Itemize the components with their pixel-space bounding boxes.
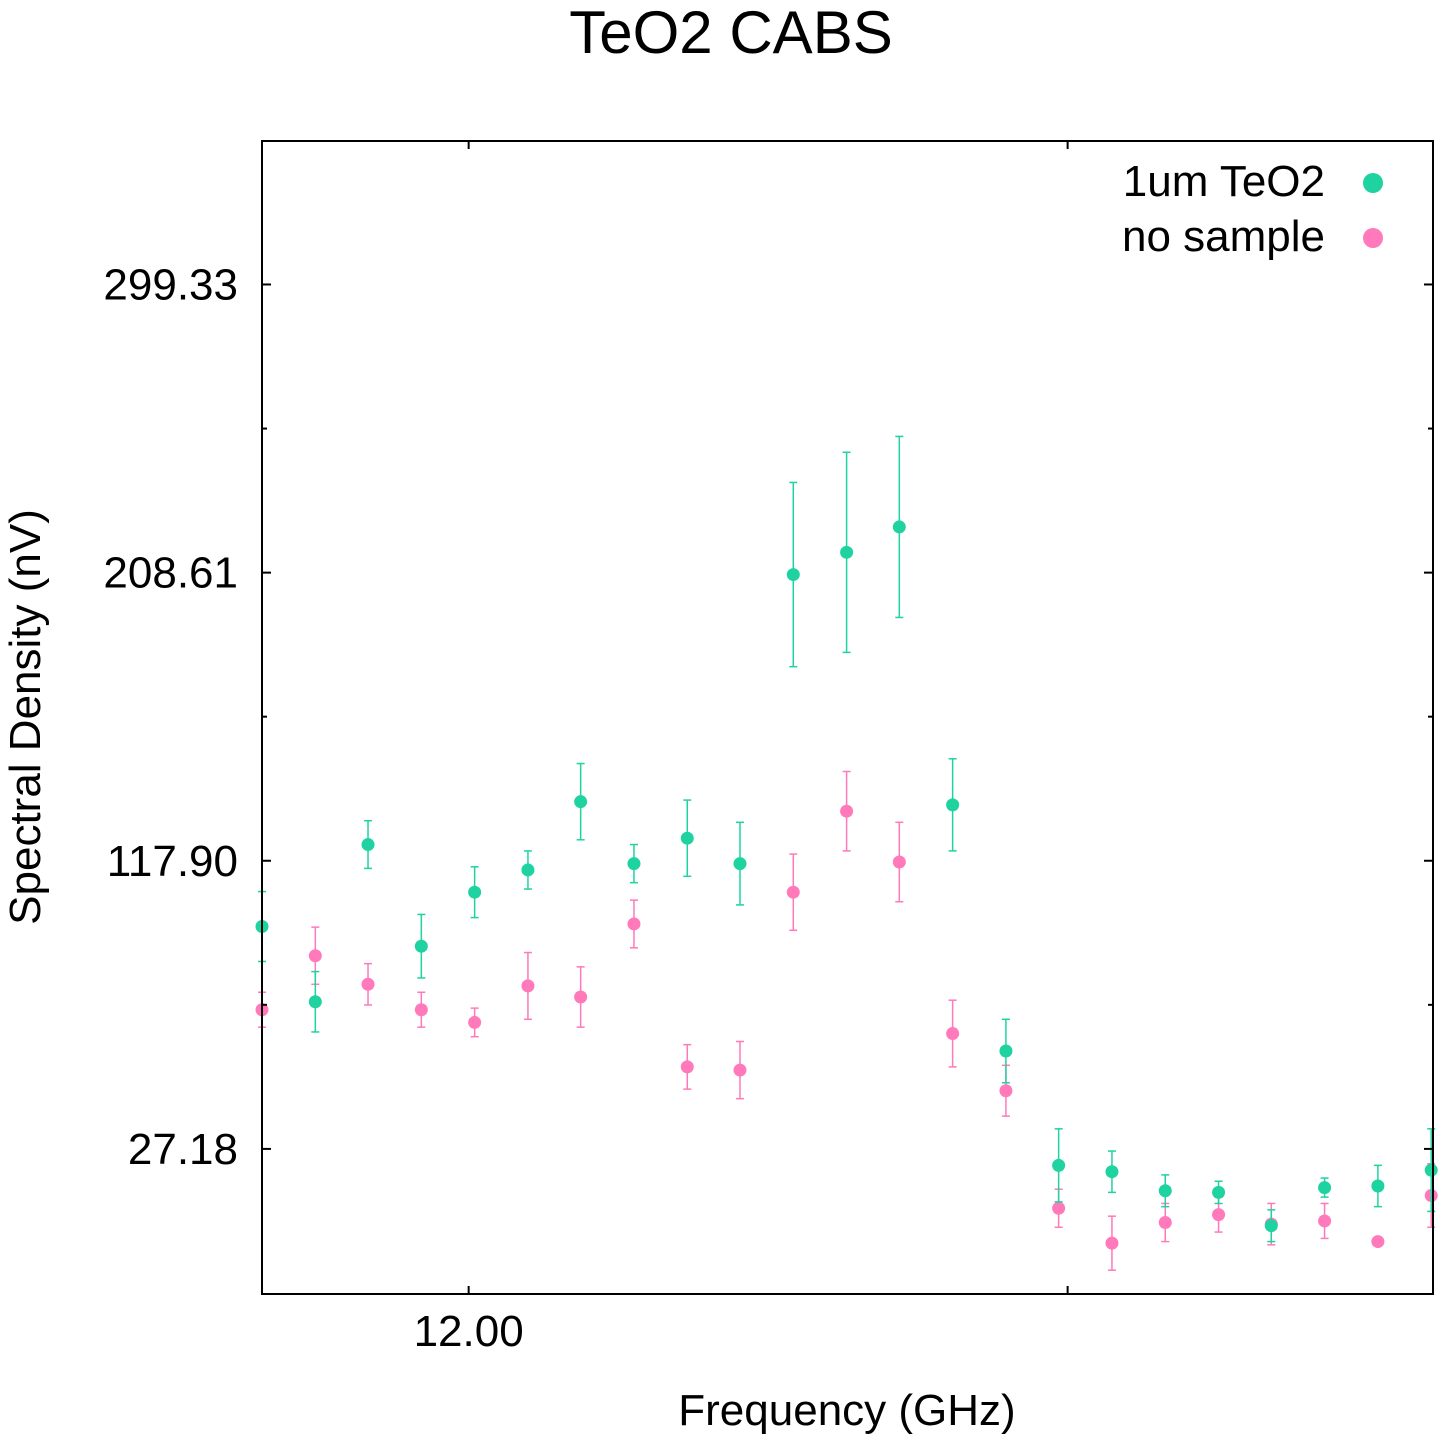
series-teo2 [255,435,1438,1243]
y-tick-label: 117.90 [107,837,238,886]
x-axis: 12.00 [414,141,1069,1356]
data-point [1212,1208,1226,1222]
data-point [999,1044,1013,1058]
data-point [840,545,854,559]
data-point [308,995,322,1009]
data-point [574,795,588,809]
x-tick-label: 12.00 [414,1307,524,1356]
data-point [627,917,641,931]
data-point [1105,1236,1119,1250]
y-tick-label: 299.33 [103,260,238,309]
y-axis: 27.18 117.90 208.61 299.33 [103,260,1433,1174]
data-point [521,863,535,877]
data-point [786,568,800,582]
data-point [1105,1165,1119,1179]
data-point [1318,1214,1332,1228]
data-point [627,857,641,871]
legend-label: no sample [1122,212,1325,261]
data-point [1264,1219,1278,1233]
data-point [840,804,854,818]
data-point [786,885,800,899]
data-point [1318,1181,1332,1195]
data-point [1212,1185,1226,1199]
x-axis-label: Frequency (GHz) [678,1386,1015,1435]
legend-label: 1um TeO2 [1123,157,1325,206]
data-point [946,1027,960,1041]
legend: 1um TeO2 no sample [1122,157,1383,261]
data-point [414,1003,428,1017]
data-point [468,885,482,899]
data-point [733,857,747,871]
data-point [361,977,375,991]
data-point [733,1063,747,1077]
data-point [1052,1201,1066,1215]
plot-frame [261,140,1434,1295]
data-point [1158,1216,1172,1230]
data-point [892,520,906,534]
y-axis-label: Spectral Density (nV) [1,509,50,925]
data-point [946,798,960,812]
y-tick-label: 208.61 [103,549,238,598]
data-point [1158,1184,1172,1198]
data-point [414,939,428,953]
data-point [680,831,694,845]
data-point [1424,1163,1438,1177]
data-point [999,1084,1013,1098]
legend-marker [1363,228,1383,248]
data-point [574,990,588,1004]
y-tick-label: 27.18 [128,1125,238,1174]
data-point [468,1015,482,1029]
data-point [308,949,322,963]
data-point [680,1060,694,1074]
data-point [892,855,906,869]
data-point [1371,1179,1385,1193]
data-point [521,979,535,993]
data-point [1371,1235,1385,1249]
legend-marker [1363,173,1383,193]
chart-title: TeO2 CABS [569,0,892,66]
data-point [1052,1158,1066,1172]
plot-area [255,435,1438,1271]
data-point [361,838,375,852]
series-no-sample [255,770,1438,1271]
